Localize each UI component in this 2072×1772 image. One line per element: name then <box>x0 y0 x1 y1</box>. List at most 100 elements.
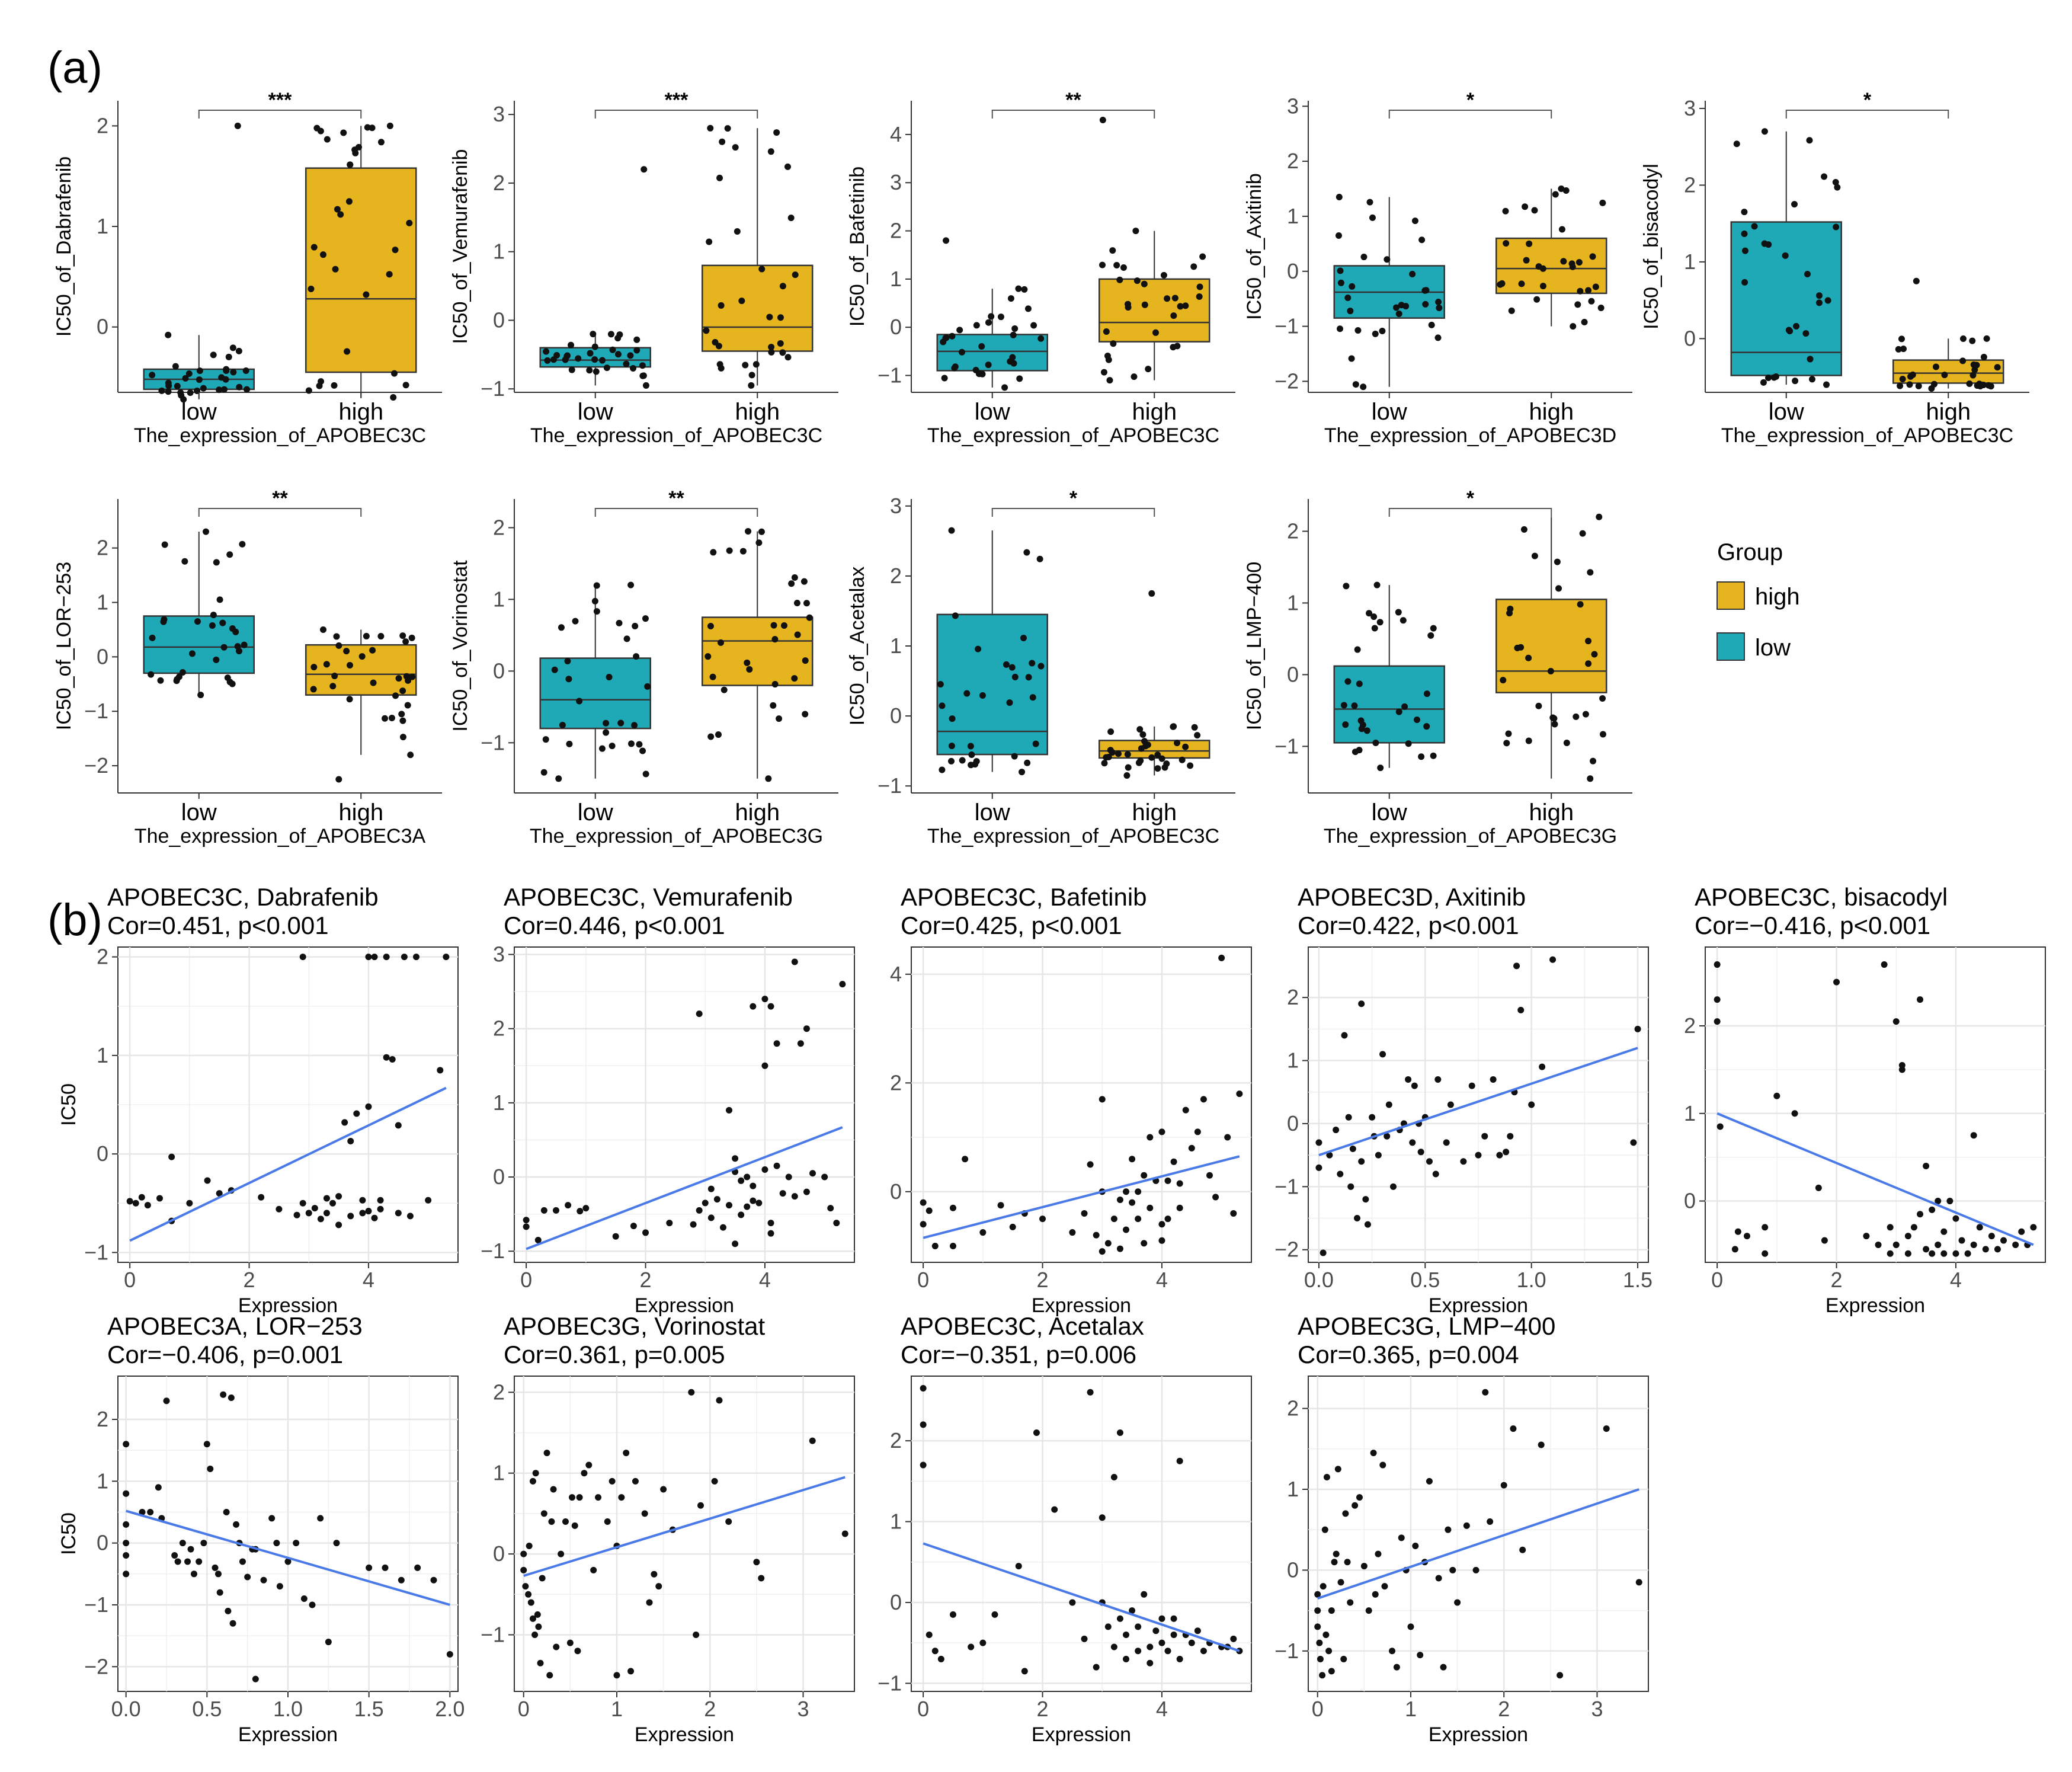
data-point <box>161 541 168 548</box>
data-point <box>1899 376 1906 383</box>
data-point <box>1551 721 1558 728</box>
data-point <box>1148 590 1155 597</box>
data-point <box>1129 1199 1136 1206</box>
data-point <box>748 382 755 389</box>
y-tick-label: 1 <box>493 1090 505 1115</box>
data-point <box>340 129 347 136</box>
data-point <box>791 1193 798 1200</box>
data-point <box>609 1477 616 1485</box>
data-point <box>1531 552 1538 559</box>
data-point <box>1116 276 1123 283</box>
data-point <box>531 1632 539 1639</box>
y-tick-label: 0 <box>1287 662 1299 686</box>
data-point <box>252 1675 259 1683</box>
data-point <box>1372 1591 1379 1598</box>
data-point <box>179 669 186 676</box>
plot-title: APOBEC3C, Acetalax <box>901 1312 1144 1340</box>
data-point <box>627 740 635 747</box>
box-high <box>1495 237 1607 295</box>
data-point <box>241 641 248 648</box>
regression-line <box>1716 1112 2034 1246</box>
y-axis-title: IC50_of_Dabrafenib <box>53 156 75 337</box>
data-point <box>1123 1188 1130 1195</box>
data-point <box>200 385 207 392</box>
data-point <box>216 1190 223 1197</box>
legend-title: Group <box>1717 539 1783 565</box>
data-point <box>395 1122 402 1129</box>
data-point <box>1793 323 1800 330</box>
data-point <box>1337 1579 1344 1586</box>
data-point <box>132 1200 139 1207</box>
x-category-label: high <box>1529 799 1574 826</box>
data-point <box>785 1173 792 1181</box>
data-point <box>598 745 606 752</box>
data-point <box>773 129 780 136</box>
data-point <box>1422 300 1429 308</box>
data-point <box>235 347 242 354</box>
data-point <box>1932 363 1939 370</box>
significance-label: * <box>1863 89 1872 111</box>
data-point <box>1577 601 1584 608</box>
data-point <box>802 711 809 718</box>
data-point <box>210 351 217 359</box>
data-point <box>1716 1123 1724 1130</box>
data-point <box>1376 619 1384 626</box>
data-point <box>1551 715 1558 722</box>
data-point <box>833 1220 840 1227</box>
data-point <box>1815 299 1823 306</box>
data-point <box>329 683 337 690</box>
data-point <box>1135 1623 1142 1630</box>
data-point <box>1116 1615 1123 1622</box>
plot-panel <box>1308 1376 1649 1692</box>
data-point <box>707 623 714 630</box>
data-point <box>1120 264 1127 271</box>
data-point <box>1164 1177 1171 1184</box>
data-point <box>1808 376 1815 383</box>
data-point <box>1507 1133 1514 1140</box>
data-point <box>1103 328 1110 335</box>
data-point <box>1418 753 1425 760</box>
data-point <box>2030 1224 2037 1231</box>
data-point <box>1138 745 1145 752</box>
data-point <box>607 331 614 338</box>
data-point <box>1923 1246 1930 1253</box>
data-point <box>390 394 397 401</box>
data-point <box>1176 1457 1183 1464</box>
data-point <box>603 364 610 372</box>
data-point <box>693 1632 700 1639</box>
data-point <box>1582 711 1589 718</box>
data-point <box>794 631 801 638</box>
data-point <box>1782 252 1789 259</box>
data-point <box>791 958 798 965</box>
data-point <box>1935 1198 1942 1205</box>
data-point <box>1196 293 1203 300</box>
data-point <box>1823 381 1830 388</box>
data-point <box>765 775 772 782</box>
data-point <box>196 367 203 375</box>
data-point <box>352 149 359 156</box>
data-point <box>1573 713 1580 720</box>
data-point <box>1500 677 1507 684</box>
data-point <box>1958 1237 1965 1244</box>
data-point <box>1321 1526 1328 1533</box>
data-point <box>395 1210 402 1217</box>
data-point <box>210 612 217 619</box>
data-point <box>1164 1648 1171 1655</box>
data-point <box>1427 632 1434 639</box>
data-point <box>777 314 784 321</box>
data-point <box>1426 1158 1433 1165</box>
y-tick-label: −1 <box>84 1592 108 1617</box>
x-axis-title: The_expression_of_APOBEC3G <box>1324 825 1617 847</box>
data-point <box>604 1518 611 1525</box>
data-point <box>1518 280 1525 287</box>
data-point <box>1897 382 1904 389</box>
y-tick-label: 1 <box>1287 204 1299 228</box>
data-point <box>165 382 172 389</box>
data-point <box>1946 1198 1953 1205</box>
data-point <box>532 1470 539 1477</box>
data-point <box>975 645 982 652</box>
data-point <box>839 981 846 988</box>
data-point <box>1328 1668 1335 1675</box>
data-point <box>1025 674 1032 681</box>
data-point <box>1533 296 1541 303</box>
